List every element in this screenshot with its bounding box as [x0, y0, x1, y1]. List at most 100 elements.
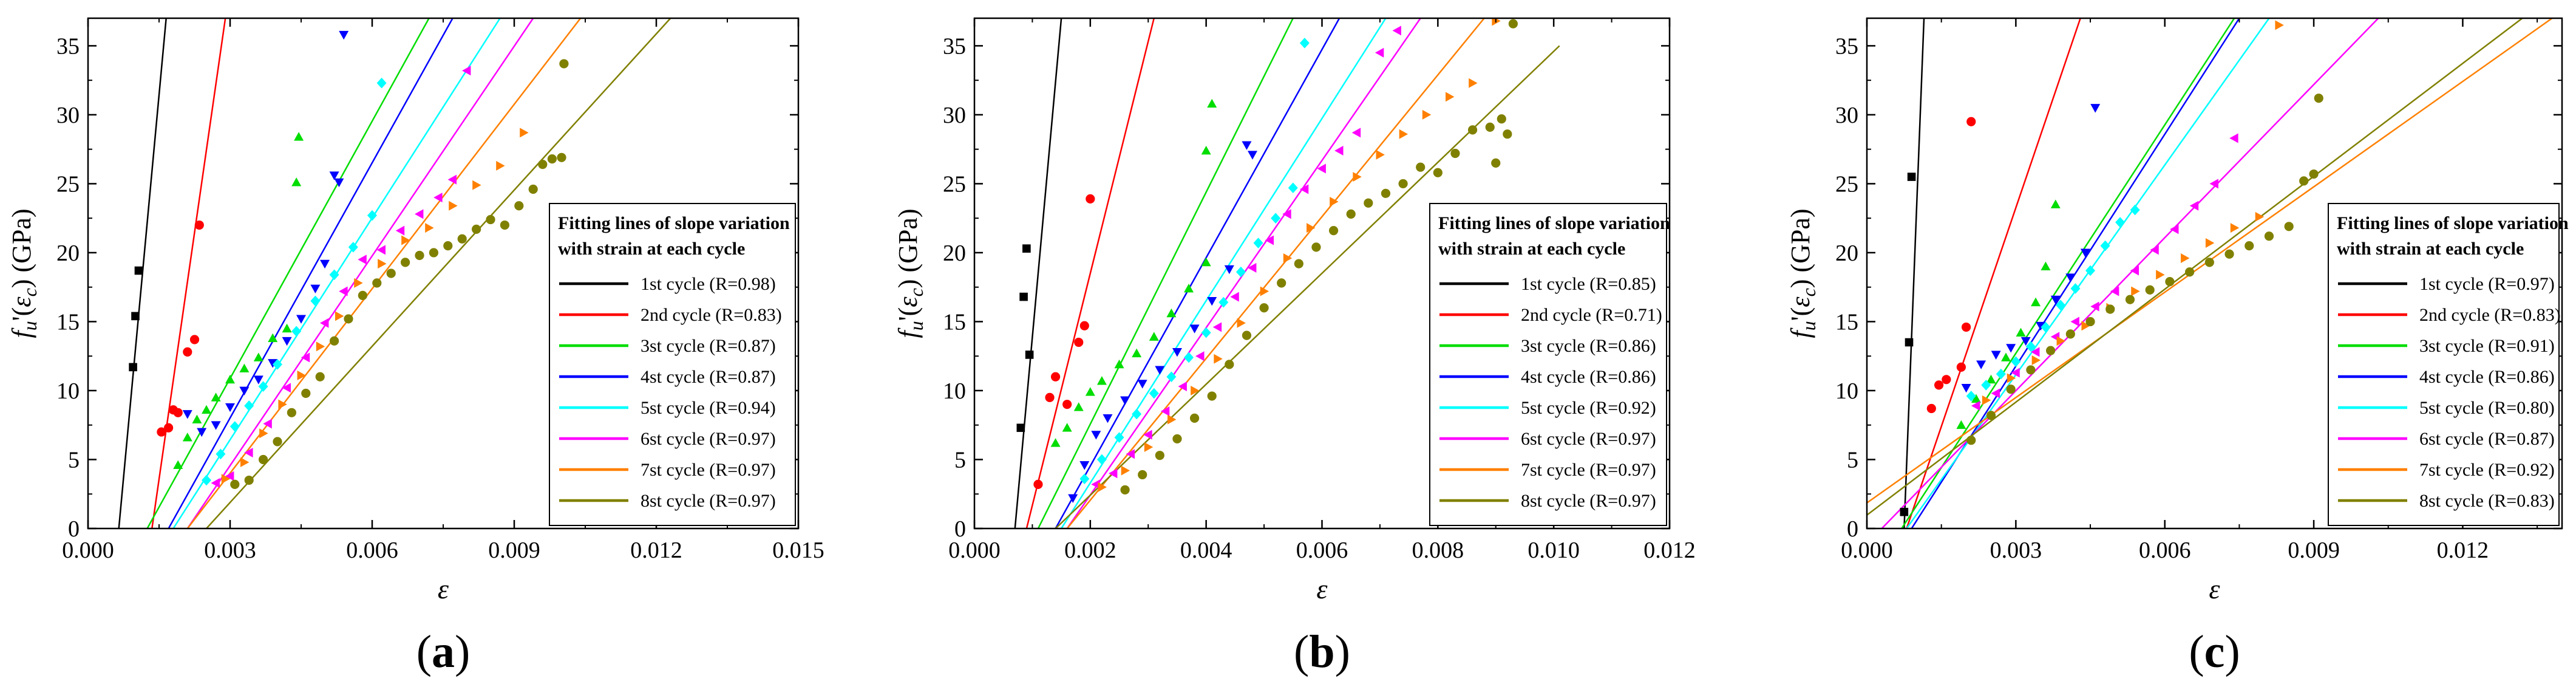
data-point-s7-11	[1330, 196, 1339, 207]
data-point-s8-7	[1225, 360, 1234, 369]
data-point-s7-11	[2230, 223, 2240, 233]
data-point-s6-2	[1991, 388, 2000, 398]
data-point-s8-1	[1966, 436, 1976, 445]
data-point-s8-26	[1508, 19, 1518, 29]
data-point-s4-8	[282, 337, 292, 346]
fit-line-series-2	[151, 18, 226, 528]
y-tick-label: 5	[68, 447, 80, 473]
data-point-s4-8	[2065, 273, 2076, 282]
legend-title-line: with strain at each cycle	[558, 239, 745, 259]
data-point-s8-19	[1433, 168, 1443, 177]
x-tick-label: 0.003	[1990, 538, 2042, 563]
data-point-s7-12	[449, 200, 458, 211]
data-point-s8-13	[401, 258, 410, 267]
plot-frame	[1866, 17, 2563, 530]
data-point-s5-14	[1299, 38, 1310, 49]
data-point-s8-18	[1416, 162, 1426, 172]
data-point-s6-6	[1178, 381, 1187, 392]
y-axis-title: fu'(εc) (GPa)	[893, 208, 927, 338]
data-point-s5-12	[376, 77, 387, 89]
legend-entry-label: 4st cycle (R=0.86)	[2419, 367, 2555, 387]
data-point-s6-3	[244, 448, 253, 458]
y-tick-label: 35	[1835, 33, 1858, 59]
data-point-s8-14	[415, 250, 424, 261]
data-point-s8-5	[1189, 413, 1200, 423]
data-point-s6-11	[395, 225, 405, 236]
data-point-s7-2	[2007, 373, 2016, 383]
data-point-s4-13	[334, 178, 344, 188]
data-point-s5-7	[1184, 352, 1194, 363]
y-tick-label: 10	[56, 378, 80, 404]
data-point-s3-4	[2001, 352, 2011, 361]
data-point-s8-15	[1364, 198, 1373, 208]
x-tick-label: 0.006	[346, 538, 398, 563]
data-point-s1-2	[1905, 338, 1914, 347]
x-tick-label: 0.000	[62, 538, 114, 563]
legend: Fitting lines of slope variation with str…	[549, 203, 796, 526]
chart-panel-1: 0.000 0.003 0.006 0.009 0.012 0.015 0 5 10 15 20 25…	[7, 17, 824, 677]
data-point-s8-6	[2065, 329, 2075, 339]
data-point-s8-26	[559, 59, 569, 69]
data-point-s5-1	[1966, 391, 1976, 402]
data-point-s8-16	[443, 241, 453, 251]
data-point-s8-14	[2224, 249, 2234, 259]
data-point-s5-7	[2055, 299, 2065, 311]
data-point-s5-4	[2011, 356, 2021, 368]
x-axis-title: ε	[2209, 573, 2220, 604]
data-point-s2-3	[1050, 372, 1061, 381]
data-point-s7-15	[520, 128, 529, 138]
y-tick-label: 15	[943, 309, 966, 335]
data-point-s3-10	[282, 323, 292, 333]
data-point-s7-15	[1422, 109, 1432, 120]
data-point-s4-2	[1079, 461, 1090, 470]
data-point-s3-6	[225, 374, 235, 384]
legend-entry-label: 8st cycle (R=0.97)	[641, 491, 776, 511]
fit-line-series-3	[1037, 18, 1294, 528]
data-point-s3-13	[1207, 98, 1217, 108]
data-point-s2-3	[1942, 375, 1951, 385]
data-point-s6-12	[415, 209, 424, 219]
data-point-s6-7	[320, 318, 329, 328]
fit-line-series-5	[1061, 18, 1387, 528]
legend-entry-label: 6st cycle (R=0.97)	[641, 429, 776, 449]
data-point-s5-3	[1996, 368, 2006, 380]
data-point-s7-1	[221, 474, 231, 484]
data-point-s8-18	[2299, 176, 2309, 186]
data-point-s8-2	[1138, 470, 1147, 480]
data-point-s2-5	[1961, 322, 1971, 332]
data-point-s8-14	[1346, 209, 1356, 219]
data-point-s5-7	[291, 326, 302, 337]
data-point-s8-20	[1450, 148, 1460, 159]
data-point-s4-10	[2090, 104, 2101, 113]
data-point-s2-6	[1079, 321, 1089, 330]
data-point-s1-2	[1019, 292, 1028, 301]
data-point-s7-17	[1469, 78, 1478, 88]
x-tick-label: 0.004	[1180, 538, 1232, 563]
x-axis-title: ε	[1316, 573, 1328, 604]
legend-entry-label: 8st cycle (R=0.97)	[1521, 491, 1656, 511]
data-point-s7-10	[1307, 223, 1316, 233]
data-point-s5-11	[2115, 217, 2126, 228]
fit-line-series-8	[206, 18, 671, 528]
data-point-s6-18	[1392, 26, 1401, 36]
data-point-s6-13	[1299, 184, 1309, 194]
data-point-s7-13	[472, 180, 481, 190]
data-point-s6-15	[1334, 145, 1344, 156]
data-point-s5-6	[273, 359, 282, 370]
data-point-s8-8	[1242, 330, 1252, 340]
data-point-s3-7	[239, 363, 250, 373]
data-point-s3-9	[268, 333, 278, 343]
data-point-s2-6	[1966, 117, 1976, 126]
data-points	[129, 30, 569, 489]
data-point-s4-1	[1961, 384, 1971, 393]
data-point-s3-12	[294, 132, 304, 141]
data-point-s6-9	[2130, 265, 2139, 276]
data-point-s5-8	[2070, 283, 2081, 294]
data-points	[1900, 20, 2323, 516]
data-point-s7-13	[2275, 20, 2284, 30]
data-point-s4-7	[1155, 366, 1165, 375]
x-tick-label: 0.003	[204, 538, 256, 563]
data-point-s3-5	[1096, 376, 1107, 385]
data-point-s4-12	[329, 171, 339, 180]
